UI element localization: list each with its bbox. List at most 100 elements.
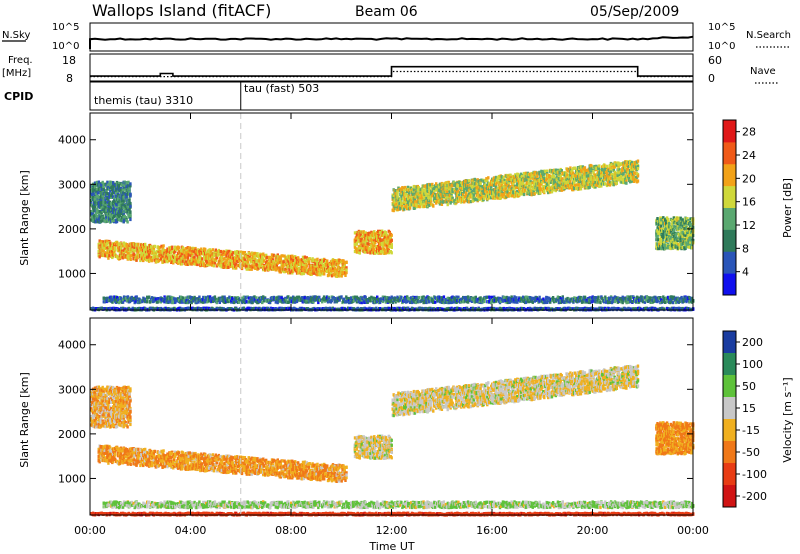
- power-cell: [318, 295, 321, 299]
- power-cell: [333, 266, 337, 270]
- power-cell: [290, 261, 293, 265]
- power-cell: [427, 296, 430, 300]
- power-cell: [542, 297, 545, 301]
- power-cell: [274, 258, 278, 262]
- power-cell: [371, 298, 374, 302]
- power-cell: [641, 300, 645, 304]
- power-cell: [115, 215, 119, 219]
- power-cell: [95, 217, 99, 221]
- power-cell: [228, 256, 231, 261]
- power-cell: [162, 248, 165, 252]
- power-cell: [91, 190, 95, 194]
- power-cell: [353, 231, 357, 235]
- power-cell: [358, 251, 361, 255]
- power-cell: [303, 259, 307, 263]
- power-cell: [295, 299, 299, 304]
- power-cell: [307, 271, 310, 276]
- power-cell: [312, 271, 315, 275]
- power-cell: [376, 295, 379, 299]
- power-cell: [276, 301, 279, 305]
- freq-tick-low: 8: [66, 72, 73, 85]
- power-cell: [102, 182, 105, 186]
- power-cell: [113, 214, 116, 218]
- power-cell: [96, 195, 100, 199]
- power-cell: [106, 180, 109, 184]
- power-cell: [202, 260, 205, 264]
- power-cell: [101, 214, 104, 218]
- power-cell: [251, 265, 254, 269]
- power-cell: [110, 205, 113, 210]
- power-cell: [470, 299, 474, 303]
- power-cell: [281, 254, 284, 258]
- power-cell: [481, 307, 484, 311]
- power-cell: [102, 188, 105, 192]
- power-cell: [123, 187, 126, 191]
- power-cell: [124, 204, 127, 209]
- power-cell: [120, 207, 123, 211]
- power-cell: [245, 264, 248, 268]
- power-cell: [99, 212, 102, 216]
- power-cell: [323, 299, 327, 303]
- power-cell: [305, 264, 308, 268]
- power-cell: [380, 297, 384, 301]
- power-cell: [114, 191, 118, 195]
- power-cell: [139, 258, 142, 263]
- power-cell: [423, 300, 426, 304]
- power-cell: [348, 301, 351, 305]
- power-cell: [181, 246, 185, 250]
- power-cell: [478, 300, 481, 304]
- power-cell: [440, 296, 444, 300]
- power-cell: [121, 184, 124, 188]
- power-cell: [255, 259, 258, 263]
- power-cell: [202, 251, 205, 255]
- power-cell: [317, 270, 320, 274]
- power-cell: [218, 252, 221, 256]
- power-cell: [359, 242, 362, 247]
- power-cell: [135, 258, 138, 262]
- power-cell: [241, 300, 245, 304]
- power-cell: [113, 183, 117, 187]
- power-cell: [176, 251, 180, 255]
- power-cell: [315, 265, 318, 270]
- power-cell: [107, 213, 110, 218]
- power-cell: [121, 298, 125, 302]
- power-cell: [424, 296, 427, 300]
- power-cell: [362, 299, 365, 303]
- power-cell: [167, 253, 170, 257]
- power-cell: [409, 296, 413, 300]
- noise-panel: N.Sky 10^5 10^0 10^5 10^0 N.Search: [2, 22, 791, 52]
- power-cell: [98, 209, 101, 213]
- power-cell: [266, 261, 270, 266]
- power-cell: [112, 195, 115, 199]
- power-cell: [228, 297, 231, 302]
- power-cell: [637, 300, 641, 304]
- power-cell: [514, 300, 517, 304]
- power-cell: [257, 266, 260, 270]
- power-cell: [512, 300, 515, 304]
- power-cell: [129, 254, 132, 258]
- power-cell: [300, 272, 304, 276]
- power-cell: [125, 195, 128, 199]
- power-cell: [275, 296, 278, 300]
- power-cell: [486, 295, 489, 299]
- power-cell: [444, 297, 447, 302]
- power-cell: [298, 258, 302, 262]
- power-cell: [102, 249, 105, 253]
- power-cell: [175, 258, 179, 262]
- power-cell: [234, 264, 237, 268]
- power-cell: [192, 260, 195, 264]
- power-cell: [104, 204, 107, 208]
- nave-tick-high: 60: [708, 54, 722, 67]
- power-cell: [362, 230, 365, 234]
- power-cell: [246, 258, 249, 262]
- noise-tick-low: 10^0: [52, 41, 79, 52]
- power-cell: [177, 297, 180, 301]
- power-cell: [106, 254, 109, 258]
- power-cell: [306, 300, 309, 304]
- power-cell: [127, 254, 130, 258]
- power-cell: [394, 300, 397, 304]
- power-cell: [175, 254, 179, 258]
- power-cell: [124, 209, 127, 213]
- power-cell: [340, 295, 343, 299]
- station-title: Wallops Island (fitACF): [92, 1, 271, 20]
